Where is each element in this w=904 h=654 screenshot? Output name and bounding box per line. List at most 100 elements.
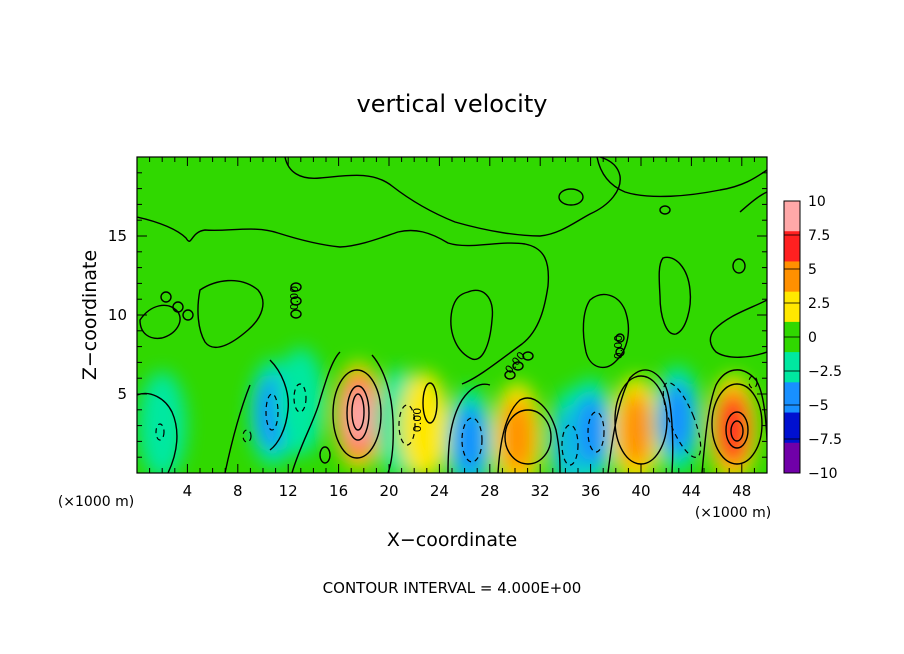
colorbar-segment	[784, 442, 800, 474]
y-tick-label: 10	[108, 306, 127, 324]
x-tick-label: 40	[631, 482, 650, 500]
velocity-cell	[573, 393, 608, 470]
x-tick-label: 28	[480, 482, 499, 500]
contour-closed	[658, 256, 692, 335]
contour-negative	[461, 417, 483, 463]
contour-closed	[319, 446, 331, 464]
contour-closed	[730, 420, 744, 442]
velocity-cell	[660, 381, 695, 458]
colorbar-segment	[784, 201, 800, 232]
contour-closed	[522, 351, 534, 361]
contour-closed	[422, 382, 438, 424]
contour-negative	[293, 383, 307, 413]
contour-closed	[512, 361, 524, 371]
contour-negative	[662, 382, 702, 458]
x-tick-label: 48	[732, 482, 751, 500]
colorbar: 10 7.5 5 2.5 0 −2.5 −5 −7.5 −10	[783, 194, 842, 482]
x-tick-label: 32	[531, 482, 550, 500]
colorbar-segment	[784, 261, 800, 293]
contour-closed	[615, 333, 625, 343]
colorbar-label: −5	[808, 398, 829, 414]
velocity-cell	[452, 403, 487, 473]
contour-label: 0.00	[411, 408, 424, 433]
contour-interval-text: CONTOUR INTERVAL = 4.000E+00	[323, 579, 582, 597]
colorbar-label: −10	[808, 466, 838, 482]
contour-closed	[197, 279, 264, 348]
colorbar-label: 2.5	[808, 296, 830, 312]
x-tick-label: 12	[279, 482, 298, 500]
x-tick-label: 8	[233, 482, 243, 500]
colorbar-label: 10	[808, 194, 826, 210]
contour-closed	[504, 370, 516, 380]
contour-negative	[265, 393, 279, 431]
contour-label: 0.00	[288, 286, 301, 311]
contour-closed	[290, 296, 302, 306]
contour-closed	[711, 383, 763, 465]
contour-lines	[137, 157, 767, 473]
z-unit-label: (×1000 m)	[58, 494, 134, 510]
contour-closed	[290, 309, 302, 319]
colorbar-label: 0	[808, 330, 817, 346]
y-axis-label: Z−coordinate	[79, 250, 101, 380]
colorbar-segment	[784, 412, 800, 444]
contour-closed	[732, 258, 746, 274]
x-tick-label: 4	[183, 482, 193, 500]
contour-zero-lower	[269, 359, 289, 451]
negative-contours	[155, 375, 758, 466]
colorbar-label: −2.5	[808, 364, 842, 380]
contour-closed	[172, 301, 184, 313]
contour-closed	[450, 289, 494, 361]
chart-title: vertical velocity	[357, 90, 548, 118]
x-axis-label: X−coordinate	[387, 529, 517, 551]
plot-area: 0.00 0.00 0.00 0.00	[137, 157, 767, 473]
x-tick-label: 20	[379, 482, 398, 500]
contour-closed	[615, 347, 625, 357]
velocity-cell	[138, 371, 187, 473]
y-tick-label: 15	[108, 227, 127, 245]
contour-negative	[587, 411, 605, 453]
contour-label: 0.00	[612, 335, 625, 360]
contour-zero-top-right	[596, 157, 767, 198]
contour-negative	[748, 375, 758, 389]
contour-zero-lower	[371, 354, 394, 473]
colorbar-label: 5	[808, 262, 817, 278]
contour-zero-lower	[607, 369, 674, 473]
contour-closed	[160, 291, 172, 303]
axis-ticks	[137, 157, 767, 473]
contour-zero-upper	[137, 216, 550, 385]
contour-negative	[398, 404, 416, 446]
colorbar-segment	[784, 382, 800, 414]
x-tick-label: 36	[581, 482, 600, 500]
contour-zero-top	[284, 157, 621, 237]
contour-closed	[504, 409, 552, 465]
colorbar-segment	[784, 291, 800, 323]
colorbar-label: −7.5	[808, 432, 842, 448]
x-tick-label: 44	[682, 482, 701, 500]
contour-closed	[332, 369, 382, 459]
y-tick-label: 5	[117, 385, 127, 403]
velocity-cell	[618, 392, 653, 469]
contour-zero-lower	[224, 384, 251, 473]
contour-closed	[582, 293, 630, 369]
contour-negative	[155, 423, 165, 441]
contour-negative	[242, 429, 252, 443]
colorbar-segment	[784, 231, 800, 262]
contour-closed	[290, 282, 302, 292]
colorbar-label: 7.5	[808, 228, 830, 244]
x-tick-label: 24	[430, 482, 449, 500]
contour-closed	[709, 299, 767, 358]
x-tick-label: 16	[329, 482, 348, 500]
contour-closed	[182, 309, 194, 321]
contour-closed	[139, 304, 181, 340]
contour-closed	[725, 411, 749, 449]
contour-zero-lower	[137, 392, 178, 473]
contour-closed	[659, 205, 671, 215]
contour-closed	[346, 385, 370, 441]
contour-zero-lower	[291, 351, 341, 473]
contour-closed	[558, 188, 584, 206]
x-unit-label: (×1000 m)	[695, 505, 771, 521]
velocity-cell	[276, 347, 325, 456]
contour-zero-lower	[497, 397, 561, 473]
